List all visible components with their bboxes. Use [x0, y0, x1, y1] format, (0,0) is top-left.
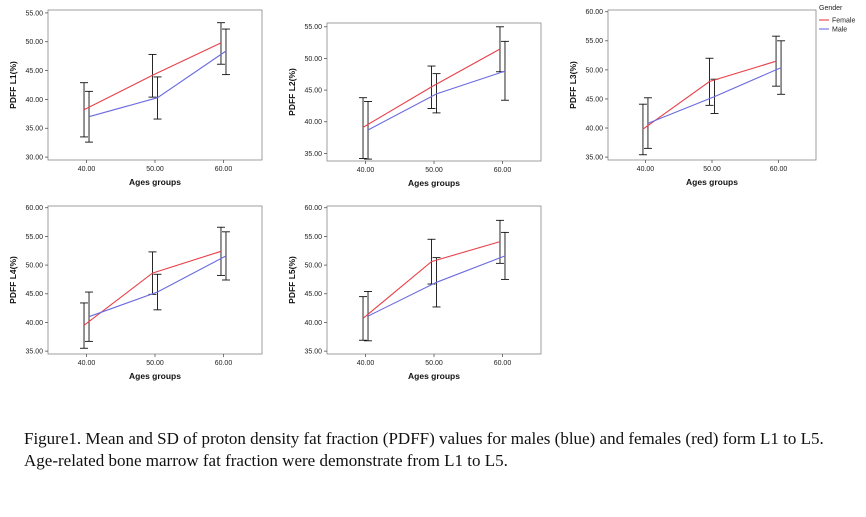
y-axis-title: PDFF L5(%) — [287, 256, 297, 304]
chart-svg: 35.00 40.00 45.00 50.00 55.00 60.00 40.00 50.00… — [8, 205, 263, 381]
series-line-male — [367, 255, 506, 317]
series-line-male — [88, 50, 227, 118]
y-tick-label: 40.00 — [304, 119, 322, 126]
y-tick-label: 45.00 — [25, 68, 43, 75]
y-tick-label: 55.00 — [304, 234, 322, 241]
x-tick-label: 50.00 — [703, 166, 721, 173]
y-tick-label: 60.00 — [304, 205, 322, 212]
error-bar-female — [359, 296, 368, 341]
x-axis-title: Ages groups — [408, 371, 460, 381]
x-tick-label: 60.00 — [494, 360, 512, 367]
y-axis-title: PDFF L4(%) — [8, 256, 18, 304]
y-axis-title: PDFF L1(%) — [8, 61, 18, 109]
y-tick-label: 45.00 — [304, 291, 322, 298]
error-bar-female — [638, 103, 647, 156]
series-line-female — [362, 241, 501, 319]
series-line-female — [83, 250, 222, 326]
series-line-female — [642, 60, 777, 130]
y-tick-label: 55.00 — [25, 234, 43, 241]
y-axis-title: PDFF L3(%) — [568, 61, 578, 109]
x-tick-label: 40.00 — [637, 166, 655, 173]
y-axis-title: PDFF L2(%) — [287, 68, 297, 116]
x-tick-label: 40.00 — [78, 166, 96, 173]
x-axis-title: Ages groups — [686, 177, 738, 187]
y-tick-label: 55.00 — [304, 24, 322, 31]
chart-svg: 35.00 40.00 45.00 50.00 55.00 60.00 40.00 50.00… — [568, 5, 855, 187]
x-tick-label: 60.00 — [215, 166, 233, 173]
y-tick-label: 40.00 — [25, 320, 43, 327]
y-tick-label: 40.00 — [25, 97, 43, 104]
y-tick-label: 35.00 — [304, 151, 322, 158]
y-tick-label: 50.00 — [25, 262, 43, 269]
x-axis-title: Ages groups — [129, 177, 181, 187]
chart-svg: 30.00 35.00 40.00 45.00 50.00 55.00 40.00 50.00… — [8, 9, 263, 187]
x-tick-label: 40.00 — [357, 167, 375, 174]
error-bar-female — [359, 97, 368, 159]
chart-pdff-l2: 35.00 40.00 45.00 50.00 55.00 40.00 50.00 60.00… — [285, 13, 553, 196]
legend-title: Gender — [819, 5, 843, 12]
y-tick-label: 40.00 — [304, 320, 322, 327]
chart-pdff-l3: 35.00 40.00 45.00 50.00 55.00 60.00 40.00 50.00… — [568, 0, 866, 195]
chart-pdff-l5: 35.00 40.00 45.00 50.00 55.00 60.00 40.00 50.00… — [285, 196, 553, 389]
chart-svg: 35.00 40.00 45.00 50.00 55.00 40.00 50.00 60.00… — [287, 22, 542, 188]
x-tick-label: 40.00 — [357, 360, 375, 367]
error-bar-male — [364, 101, 373, 160]
y-tick-label: 35.00 — [304, 349, 322, 356]
y-tick-label: 30.00 — [25, 155, 43, 162]
plot-frame — [607, 9, 817, 161]
x-tick-label: 50.00 — [425, 167, 443, 174]
y-tick-label: 50.00 — [304, 56, 322, 63]
legend: Gender Female Male — [819, 5, 855, 34]
error-bar-female — [80, 302, 89, 349]
y-tick-label: 50.00 — [585, 67, 603, 74]
plot-frame — [47, 9, 263, 161]
y-tick-label: 45.00 — [585, 96, 603, 103]
plot-frame — [326, 22, 542, 162]
legend-entry-female: Female — [832, 18, 855, 25]
plot-frame — [326, 205, 542, 355]
error-bar-male — [432, 73, 441, 114]
x-tick-label: 60.00 — [215, 360, 233, 367]
x-tick-label: 50.00 — [146, 360, 164, 367]
y-tick-label: 50.00 — [304, 262, 322, 269]
y-tick-label: 60.00 — [25, 205, 43, 212]
series-line-male — [367, 70, 506, 131]
error-bar-male — [221, 28, 230, 76]
error-bar-male — [500, 40, 509, 101]
series-line-female — [362, 48, 501, 128]
series-line-male — [647, 67, 782, 124]
figure-caption: Figure1. Mean and SD of proton density f… — [24, 429, 824, 470]
x-axis-title: Ages groups — [408, 178, 460, 188]
x-tick-label: 60.00 — [770, 166, 788, 173]
y-tick-label: 60.00 — [585, 9, 603, 16]
chart-pdff-l4: 35.00 40.00 45.00 50.00 55.00 60.00 40.00 50.00… — [0, 196, 268, 389]
x-tick-label: 50.00 — [146, 166, 164, 173]
x-axis-title: Ages groups — [129, 371, 181, 381]
y-tick-label: 35.00 — [585, 154, 603, 161]
y-tick-label: 40.00 — [585, 125, 603, 132]
x-tick-label: 60.00 — [494, 167, 512, 174]
y-tick-label: 45.00 — [25, 291, 43, 298]
chart-svg: 35.00 40.00 45.00 50.00 55.00 60.00 40.00 50.00… — [287, 205, 542, 381]
series-line-male — [88, 255, 227, 318]
legend-entry-male: Male — [832, 27, 847, 34]
y-tick-label: 35.00 — [25, 126, 43, 133]
y-tick-label: 55.00 — [585, 38, 603, 45]
chart-pdff-l1: 30.00 35.00 40.00 45.00 50.00 55.00 40.00 50.00… — [0, 0, 268, 195]
y-tick-label: 35.00 — [25, 349, 43, 356]
y-tick-label: 50.00 — [25, 39, 43, 46]
x-tick-label: 50.00 — [425, 360, 443, 367]
y-tick-label: 45.00 — [304, 88, 322, 95]
x-tick-label: 40.00 — [78, 360, 96, 367]
series-line-female — [83, 42, 222, 111]
y-tick-label: 55.00 — [25, 10, 43, 17]
